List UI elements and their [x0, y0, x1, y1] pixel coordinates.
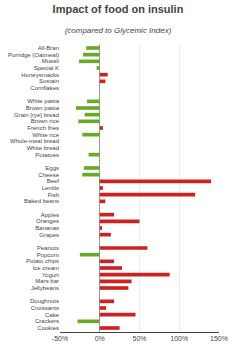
- svg-text:100%: 100%: [170, 335, 188, 342]
- svg-text:Muesli: Muesli: [42, 58, 59, 64]
- svg-text:French fries: French fries: [27, 125, 59, 131]
- svg-text:Peanuts: Peanuts: [37, 245, 59, 251]
- svg-text:White bread: White bread: [27, 145, 59, 151]
- svg-text:Porridge (Oatmeal): Porridge (Oatmeal): [8, 52, 59, 58]
- svg-text:50%: 50%: [132, 335, 146, 342]
- svg-text:Ice cream: Ice cream: [33, 265, 59, 271]
- svg-text:Beef: Beef: [47, 178, 60, 184]
- svg-text:Lentils: Lentils: [42, 185, 59, 191]
- svg-text:White rice: White rice: [32, 132, 59, 138]
- svg-text:Eggs: Eggs: [45, 165, 59, 171]
- svg-text:0%: 0%: [95, 335, 105, 342]
- svg-text:Croissants: Croissants: [31, 305, 59, 311]
- svg-text:Yogurt: Yogurt: [42, 272, 59, 278]
- svg-text:Grain [rye] bread: Grain [rye] bread: [14, 112, 59, 118]
- svg-text:Baked beans: Baked beans: [24, 198, 59, 204]
- svg-text:Jellybeans: Jellybeans: [31, 285, 59, 291]
- svg-text:Brown pasta: Brown pasta: [26, 105, 60, 111]
- svg-text:Whole-meal bread: Whole-meal bread: [10, 138, 59, 144]
- svg-text:Grapes: Grapes: [39, 232, 59, 238]
- svg-text:All-Bran: All-Bran: [38, 45, 59, 51]
- svg-text:Impact of food on insulin: Impact of food on insulin: [53, 3, 184, 15]
- svg-text:150%: 150%: [210, 335, 228, 342]
- svg-text:Brown rice: Brown rice: [31, 118, 60, 124]
- svg-text:Cake: Cake: [45, 312, 60, 318]
- svg-text:Sustain: Sustain: [39, 78, 59, 84]
- svg-text:Potatoes: Potatoes: [35, 152, 59, 158]
- svg-text:Fish: Fish: [48, 192, 59, 198]
- svg-text:White pasta: White pasta: [27, 98, 59, 104]
- svg-text:-50%: -50%: [52, 335, 68, 342]
- svg-text:Oranges: Oranges: [36, 218, 59, 224]
- svg-text:Bananas: Bananas: [35, 225, 59, 231]
- svg-text:(compared to Glycemic Index): (compared to Glycemic Index): [65, 26, 172, 35]
- svg-text:Honeysmacks: Honeysmacks: [21, 72, 59, 78]
- svg-text:Crackers: Crackers: [35, 318, 59, 324]
- svg-text:Popcorn: Popcorn: [37, 252, 59, 258]
- svg-text:Cookies: Cookies: [37, 325, 59, 331]
- svg-text:Apples: Apples: [41, 212, 59, 218]
- svg-text:Potato chips: Potato chips: [26, 258, 59, 264]
- svg-text:Doughnuts: Doughnuts: [30, 298, 59, 304]
- svg-text:Mars bar: Mars bar: [35, 278, 59, 284]
- svg-text:Cornflakes: Cornflakes: [30, 85, 59, 91]
- svg-text:Special K: Special K: [34, 65, 59, 71]
- svg-text:Cheese: Cheese: [38, 172, 59, 178]
